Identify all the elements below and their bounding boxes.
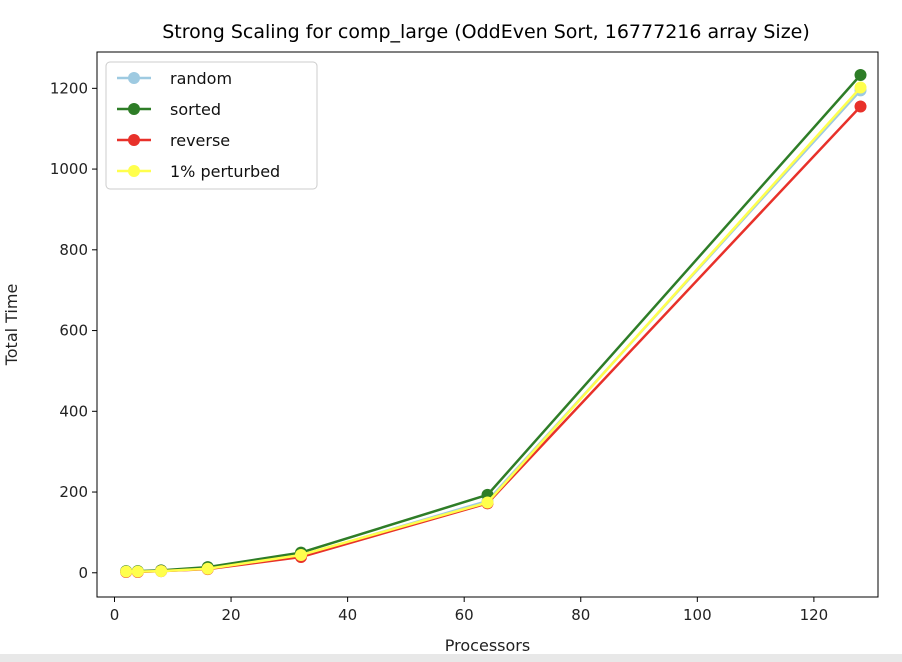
x-tick-label: 60 bbox=[455, 606, 474, 624]
series-1-perturbed bbox=[120, 81, 867, 578]
x-tick-label: 0 bbox=[110, 606, 120, 624]
legend-marker bbox=[128, 134, 140, 146]
window-bottom-edge bbox=[0, 654, 902, 662]
y-tick-label: 1000 bbox=[50, 160, 88, 178]
y-tick-label: 200 bbox=[59, 483, 88, 501]
x-axis-label: Processors bbox=[445, 636, 530, 654]
y-tick-label: 0 bbox=[78, 564, 88, 582]
data-point bbox=[294, 549, 307, 562]
y-axis-label: Total Time bbox=[2, 284, 21, 367]
legend-marker bbox=[128, 72, 140, 84]
y-tick-label: 1200 bbox=[50, 79, 88, 97]
legend-item: sorted bbox=[117, 100, 221, 119]
data-point bbox=[120, 565, 133, 578]
legend-box bbox=[105, 61, 318, 190]
legend-label: 1% perturbed bbox=[170, 162, 280, 181]
series-layer bbox=[120, 69, 867, 578]
legend-label: reverse bbox=[170, 131, 230, 150]
legend-item: random bbox=[117, 69, 232, 88]
data-point bbox=[481, 496, 494, 509]
x-tick-label: 40 bbox=[338, 606, 357, 624]
y-tick-label: 600 bbox=[59, 322, 88, 340]
legend-marker bbox=[128, 165, 140, 177]
data-point bbox=[201, 562, 214, 575]
legend-marker bbox=[128, 103, 140, 115]
chart-title: Strong Scaling for comp_large (OddEven S… bbox=[162, 21, 810, 43]
x-tick-label: 100 bbox=[683, 606, 712, 624]
y-tick-label: 400 bbox=[59, 402, 88, 420]
x-tick-label: 20 bbox=[222, 606, 241, 624]
x-tick-label: 80 bbox=[571, 606, 590, 624]
plot-area-frame bbox=[96, 51, 879, 598]
data-point bbox=[854, 81, 867, 94]
data-point bbox=[131, 565, 144, 578]
data-point bbox=[155, 565, 168, 578]
legend-item: reverse bbox=[117, 131, 230, 150]
legend-label: random bbox=[170, 69, 232, 88]
y-tick-label: 800 bbox=[59, 241, 88, 259]
legend-item: 1% perturbed bbox=[117, 162, 280, 181]
data-point bbox=[854, 69, 867, 82]
legend-label: sorted bbox=[170, 100, 221, 119]
data-point bbox=[854, 100, 867, 113]
x-tick-label: 120 bbox=[800, 606, 829, 624]
legend: random sorted reverse 1% perturbed bbox=[105, 61, 318, 190]
